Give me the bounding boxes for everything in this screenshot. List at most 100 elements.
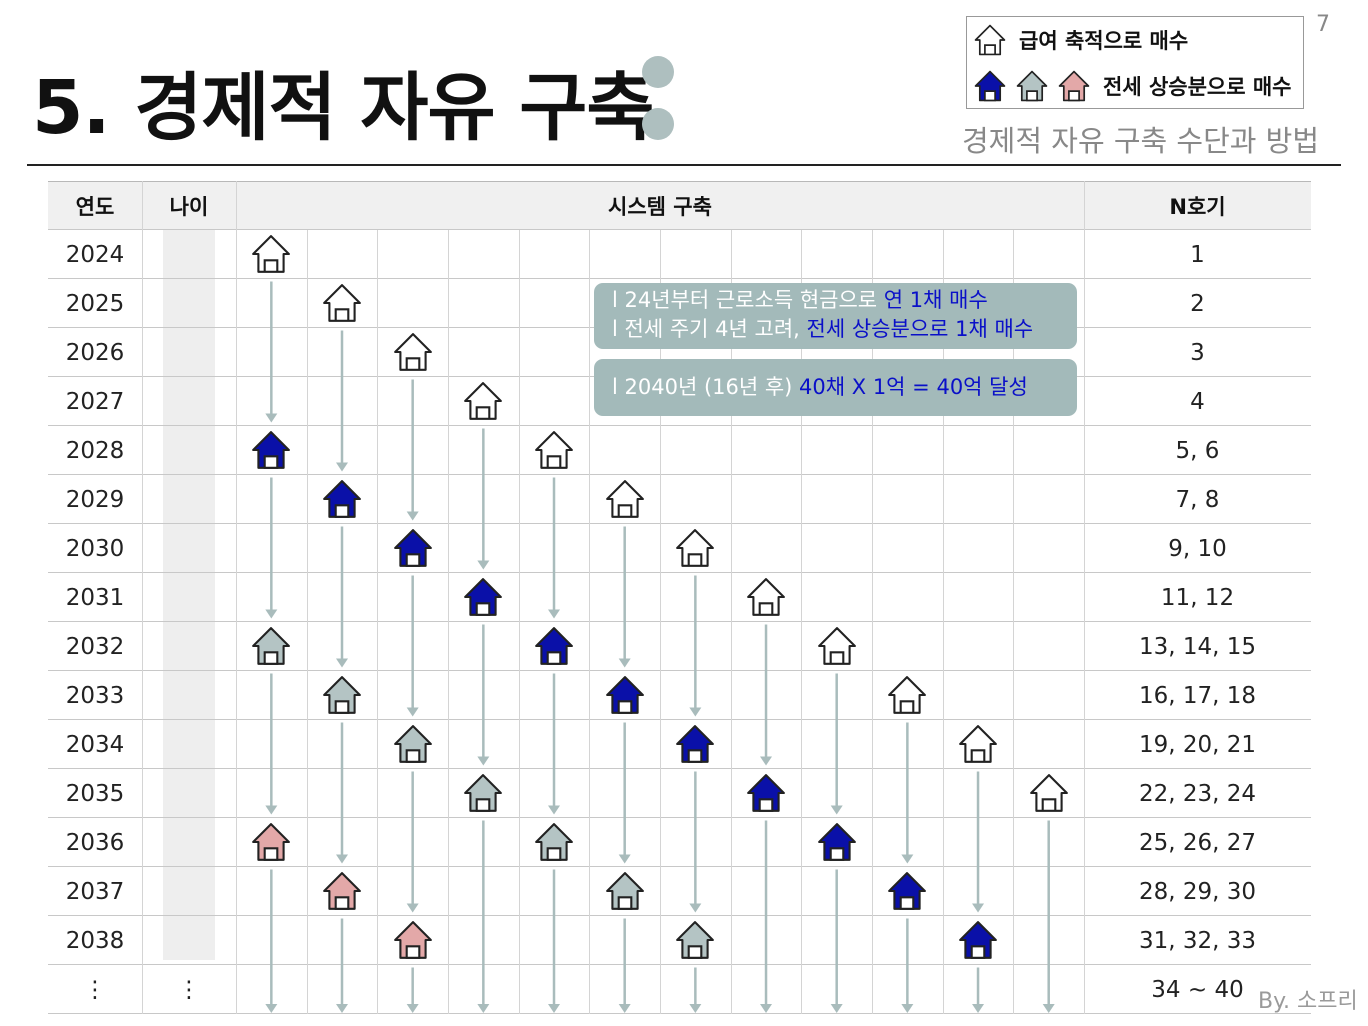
- timeline-arrow: [689, 771, 702, 913]
- row-count: 19, 20, 21: [1138, 731, 1257, 758]
- house-icon-gray: [1016, 70, 1048, 102]
- house-icon-blue: [959, 920, 997, 959]
- callout-goal: l 2040년 (16년 후) 40채 X 1억 = 40억 달성: [594, 359, 1077, 416]
- timeline-arrow: [265, 281, 278, 423]
- callout-line-salary: l 24년부터 근로소득 현금으로 연 1채 매수: [612, 286, 1077, 315]
- house-icon-blue: [676, 724, 715, 763]
- timeline-arrow: [689, 967, 702, 1013]
- row-count: 31, 32, 33: [1138, 927, 1257, 954]
- row-year: 2038: [65, 927, 125, 954]
- column-line: [731, 230, 732, 1014]
- last-row-age: ⋮: [177, 976, 201, 1003]
- house-icon-blue: [974, 70, 1006, 102]
- row-year: 2024: [65, 241, 125, 268]
- page-title: 5. 경제적 자유 구축: [32, 65, 654, 151]
- row-count: 4: [1190, 388, 1205, 415]
- callout1-line2-text: l 전세 주기 4년 고려,: [612, 317, 807, 341]
- house-icon-blue: [605, 675, 644, 714]
- row-count: 1: [1190, 241, 1205, 268]
- row-year: 2033: [65, 682, 125, 709]
- house-icon-white: [747, 577, 785, 616]
- house-icon-white: [393, 332, 432, 371]
- row-year: 2030: [65, 535, 125, 562]
- timeline-arrow: [265, 869, 278, 1013]
- callout2-highlight: 40채 X 1억 = 40억 달성: [799, 375, 1028, 399]
- column-line: [142, 181, 143, 1014]
- row-line: [48, 229, 1311, 230]
- header-year: 연도: [48, 181, 142, 230]
- legend-row-salary: 급여 축적으로 매수: [973, 23, 1188, 57]
- last-row-year: ⋮: [83, 976, 107, 1003]
- timeline-arrow: [406, 575, 419, 717]
- column-line: [519, 230, 520, 1014]
- timeline-arrow: [406, 967, 419, 1013]
- row-year: 2032: [65, 633, 125, 660]
- row-count: 3: [1190, 339, 1205, 366]
- row-count: 25, 26, 27: [1138, 829, 1257, 856]
- house-icon-blue: [323, 479, 361, 518]
- timeline-arrow: [548, 869, 561, 1013]
- timeline-arrow: [477, 820, 490, 1013]
- legend-salary-label: 급여 축적으로 매수: [1019, 29, 1189, 53]
- header-count: N호기: [1084, 181, 1311, 230]
- header-age: 나이: [142, 181, 236, 230]
- byline: By. 소프리: [1258, 989, 1358, 1014]
- house-icon-blue: [393, 528, 432, 567]
- column-line: [1084, 181, 1085, 1014]
- row-year: 2035: [65, 780, 125, 807]
- row-line: [48, 278, 1311, 279]
- header-system: 시스템 구축: [236, 181, 1084, 230]
- row-count: 16, 17, 18: [1138, 682, 1257, 709]
- callout-strategy: l 24년부터 근로소득 현금으로 연 1채 매수 l 전세 주기 4년 고려,…: [594, 283, 1077, 349]
- house-icon-pink: [393, 920, 432, 959]
- row-line: [48, 670, 1311, 671]
- house-icon-pink: [252, 822, 291, 861]
- callout1-line1-highlight: 연 1채 매수: [883, 288, 988, 312]
- timeline-arrow: [336, 330, 349, 472]
- row-line: [48, 866, 1311, 867]
- row-line: [48, 964, 1311, 965]
- callout-line-jeonse: l 전세 주기 4년 고려, 전세 상승분으로 1채 매수: [612, 315, 1077, 344]
- column-line: [448, 230, 449, 1014]
- timeline-arrows: [265, 281, 1055, 1013]
- column-line: [872, 230, 873, 1014]
- house-icon-white: [605, 479, 644, 518]
- legend-row-jeonse: 전세 상승분으로 매수: [973, 69, 1292, 103]
- house-icon-white: [676, 528, 715, 567]
- row-line: [48, 719, 1311, 720]
- row-count: 28, 29, 30: [1138, 878, 1257, 905]
- timeline-arrow: [901, 918, 914, 1013]
- column-line: [307, 230, 308, 1014]
- house-icon-gray: [323, 675, 361, 714]
- timeline-arrow: [830, 673, 843, 815]
- row-year: 2036: [65, 829, 125, 856]
- row-line: [48, 425, 1311, 426]
- row-year: 2027: [65, 388, 125, 415]
- timeline-arrow: [336, 918, 349, 1013]
- house-icon-gray: [676, 920, 715, 959]
- callout2-text: l 2040년 (16년 후): [612, 375, 800, 399]
- house-icon-white: [888, 675, 927, 714]
- timeline-arrow: [618, 918, 631, 1013]
- row-line: [48, 817, 1311, 818]
- row-count: 7, 8: [1175, 486, 1220, 513]
- row-year: 2034: [65, 731, 125, 758]
- house-icon-white: [464, 381, 503, 420]
- house-icon-gray: [535, 822, 573, 861]
- house-icon-white: [974, 24, 1006, 56]
- house-icon-gray: [605, 871, 644, 910]
- timeline-arrow: [265, 673, 278, 815]
- timeline-arrow: [689, 575, 702, 717]
- legend: 급여 축적으로 매수 전세 상승분으로 매수: [966, 16, 1304, 109]
- timeline-arrow: [972, 771, 985, 913]
- row-line: [48, 572, 1311, 573]
- header-top-line: [48, 181, 1311, 182]
- timeline-arrow: [336, 722, 349, 864]
- house-icon-gray: [252, 626, 291, 665]
- page-number: 7: [1316, 12, 1330, 37]
- row-line: [48, 621, 1311, 622]
- timeline-arrow: [265, 477, 278, 619]
- timeline-arrow: [548, 477, 561, 619]
- row-count: 11, 12: [1160, 584, 1235, 611]
- row-count: 9, 10: [1168, 535, 1227, 562]
